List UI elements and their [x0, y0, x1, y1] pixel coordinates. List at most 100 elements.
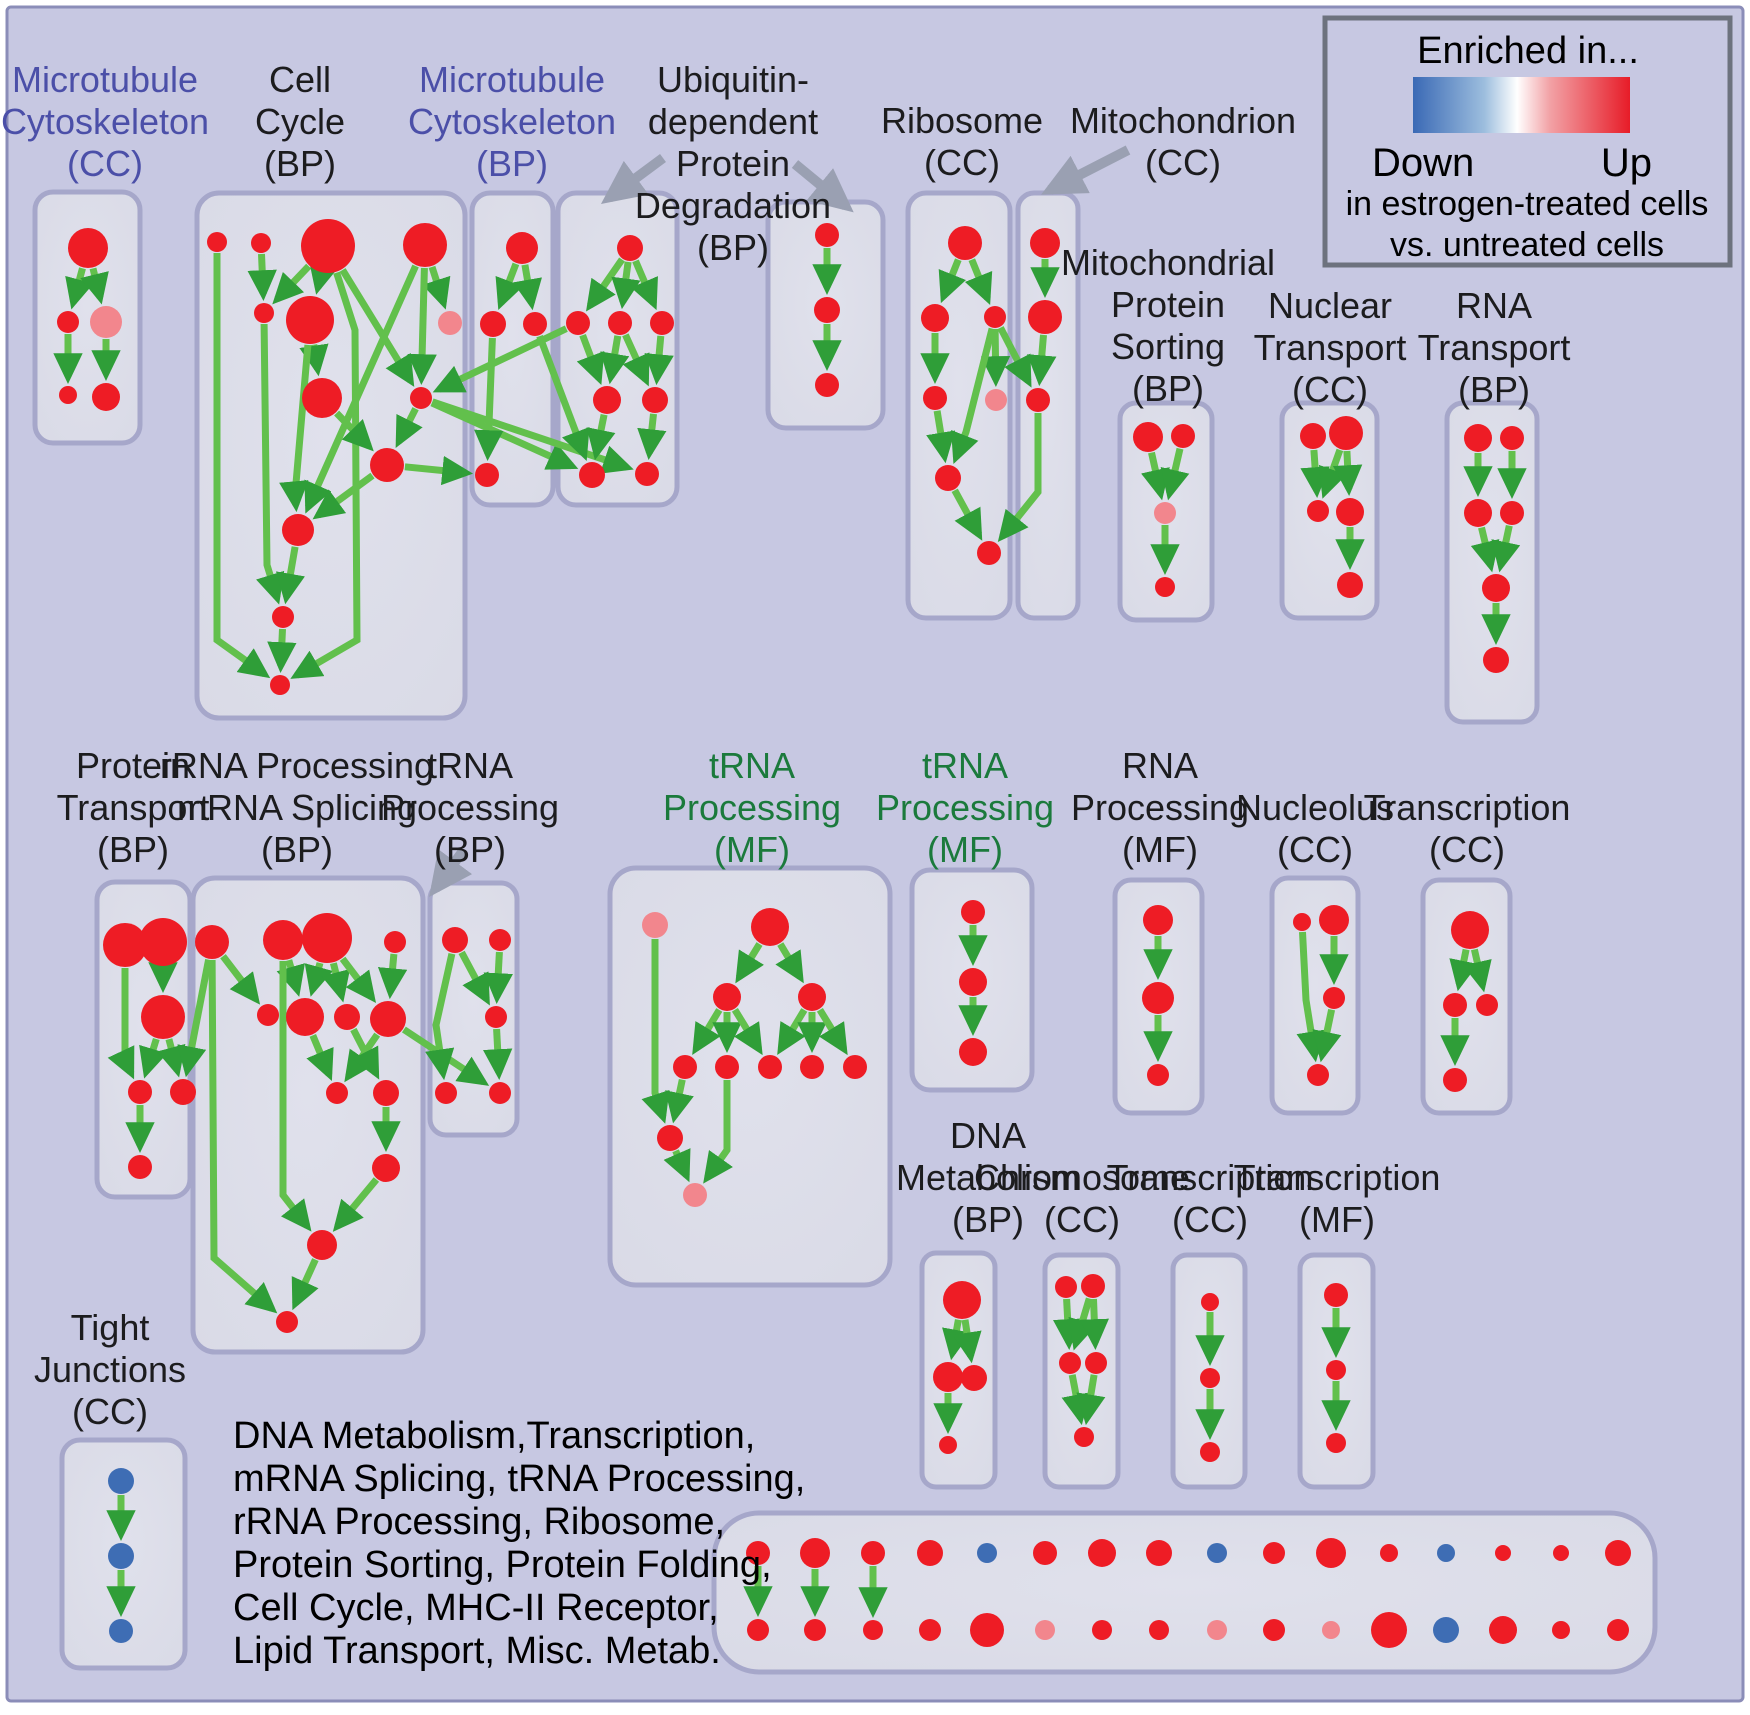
label-trna-processing-mf-2: Processing	[876, 787, 1054, 828]
label-microtubule-cytoskeleton-cc: Cytoskeleton	[1, 101, 209, 142]
gene-set-node	[1464, 499, 1492, 527]
label-chromosome-cc: (CC)	[1044, 1199, 1120, 1240]
gene-set-node	[1482, 574, 1510, 602]
gene-set-node	[57, 311, 79, 333]
gene-set-node	[68, 228, 108, 268]
gene-set-node	[800, 1538, 830, 1568]
gene-set-node	[935, 465, 961, 491]
edge-arrow	[312, 472, 375, 520]
edge-arrow	[951, 327, 996, 465]
label-mitochondrial-protein-sorting-bp: (BP)	[1132, 368, 1204, 409]
gene-set-node	[286, 296, 334, 344]
gene-set-node	[917, 1540, 943, 1566]
label-rna-transport-bp: Transport	[1418, 327, 1571, 368]
gene-set-node	[207, 232, 227, 252]
gene-set-node	[579, 462, 605, 488]
edge-arrow	[951, 488, 983, 541]
edge-arrow	[586, 414, 616, 461]
edge-arrow	[512, 264, 542, 311]
edge-arrow	[350, 1027, 380, 1080]
gene-set-node	[815, 223, 839, 247]
label-ubiquitin-degradation-bp: Degradation	[635, 185, 831, 226]
gene-set-node	[861, 1541, 885, 1565]
gene-set-node	[170, 1079, 196, 1105]
label-mitochondrion-cc: (CC)	[1145, 142, 1221, 183]
edge-arrow	[997, 326, 1032, 388]
label-trna-processing-mf-1: Processing	[663, 787, 841, 828]
gene-set-node	[1143, 905, 1173, 935]
gene-set-node	[1026, 388, 1050, 412]
gene-set-node	[642, 912, 668, 938]
edge-arrow	[997, 413, 1042, 543]
gene-set-node	[384, 931, 406, 953]
label-mitochondrial-protein-sorting-bp: Mitochondrial	[1061, 242, 1275, 283]
gene-set-node	[372, 1154, 400, 1182]
edge-arrow	[1312, 1008, 1342, 1063]
gene-set-node	[410, 387, 432, 409]
gene-set-node	[475, 463, 499, 487]
gene-set-node	[109, 1619, 133, 1643]
gene-set-node	[1433, 1617, 1459, 1643]
gene-set-node	[635, 462, 659, 486]
gene-set-node	[1553, 1545, 1569, 1561]
label-nucleolus-cc: (CC)	[1277, 829, 1353, 870]
label-mitochondrion-cc: Mitochondrion	[1070, 100, 1296, 141]
edge-arrow	[407, 267, 437, 385]
group-boxes	[32, 189, 1658, 1675]
edge-arrow	[208, 959, 278, 1314]
label-mitochondrial-protein-sorting-bp: Protein	[1111, 284, 1225, 325]
gene-set-node	[270, 675, 290, 695]
label-microtubule-cytoskeleton-bp: (BP)	[476, 143, 548, 184]
edge-arrow	[703, 1080, 733, 1184]
gene-set-node	[919, 1619, 941, 1641]
gene-set-node	[715, 1055, 739, 1079]
label-trna-processing-bp: tRNA	[427, 745, 513, 786]
pointer-to-ubiquitin-box-right-icon	[791, 160, 854, 213]
edge-arrow	[432, 325, 568, 393]
edge-arrow	[339, 268, 415, 387]
gene-set-node	[608, 311, 632, 335]
gene-set-node	[1055, 1276, 1077, 1298]
box-mixed-terms-box	[711, 1510, 1658, 1675]
gene-set-node	[1263, 1619, 1285, 1641]
gene-set-node	[254, 303, 274, 323]
gene-set-node	[1483, 647, 1509, 673]
gene-set-node	[1200, 1368, 1220, 1388]
edge-arrow	[1296, 931, 1326, 1063]
edge-arrow	[1491, 524, 1521, 573]
gene-set-node	[302, 913, 352, 963]
gene-set-node	[108, 1468, 134, 1494]
gene-set-node	[1464, 424, 1492, 452]
gene-set-node	[1443, 1068, 1467, 1092]
gene-set-node	[373, 1080, 399, 1106]
gene-set-node	[1133, 422, 1163, 452]
gene-set-node	[1207, 1543, 1227, 1563]
mixed-terms-line: Protein Sorting, Protein Folding,	[233, 1544, 772, 1586]
label-ubiquitin-degradation-bp: dependent	[648, 101, 818, 142]
gene-set-node	[758, 1055, 782, 1079]
label-ribosome-cc: (CC)	[924, 142, 1000, 183]
gene-set-node	[814, 297, 840, 323]
network-groups: MicrotubuleCytoskeleton(CC)CellCycle(BP)…	[1, 59, 1658, 1675]
edge-arrow	[299, 343, 329, 377]
mixed-terms-line: mRNA Splicing, tRNA Processing,	[233, 1458, 805, 1500]
label-pointer-arrows	[429, 145, 1131, 898]
gene-set-node	[1451, 911, 1489, 949]
label-nuclear-transport-cc: Transport	[1254, 327, 1407, 368]
gene-set-node	[128, 1080, 152, 1104]
gene-set-node	[370, 1001, 406, 1037]
gene-set-node	[1500, 501, 1524, 525]
pointer-to-trna-bp-box-icon	[429, 848, 473, 898]
label-transcription-cc-2: (CC)	[1172, 1199, 1248, 1240]
gene-set-node	[1316, 1538, 1346, 1568]
label-trna-processing-mf-1: tRNA	[709, 745, 795, 786]
label-rrna-processing-mrna-splicing-bp: (BP)	[261, 829, 333, 870]
edge-arrow	[156, 1038, 186, 1078]
gene-set-node	[1337, 572, 1363, 598]
label-trna-processing-mf-2: tRNA	[922, 745, 1008, 786]
edge-arrow	[576, 333, 605, 386]
gene-set-node	[1263, 1542, 1285, 1564]
label-transcription-mf: Transcription	[1234, 1157, 1441, 1198]
gene-set-node	[1336, 498, 1364, 526]
gene-set-node	[566, 311, 590, 335]
